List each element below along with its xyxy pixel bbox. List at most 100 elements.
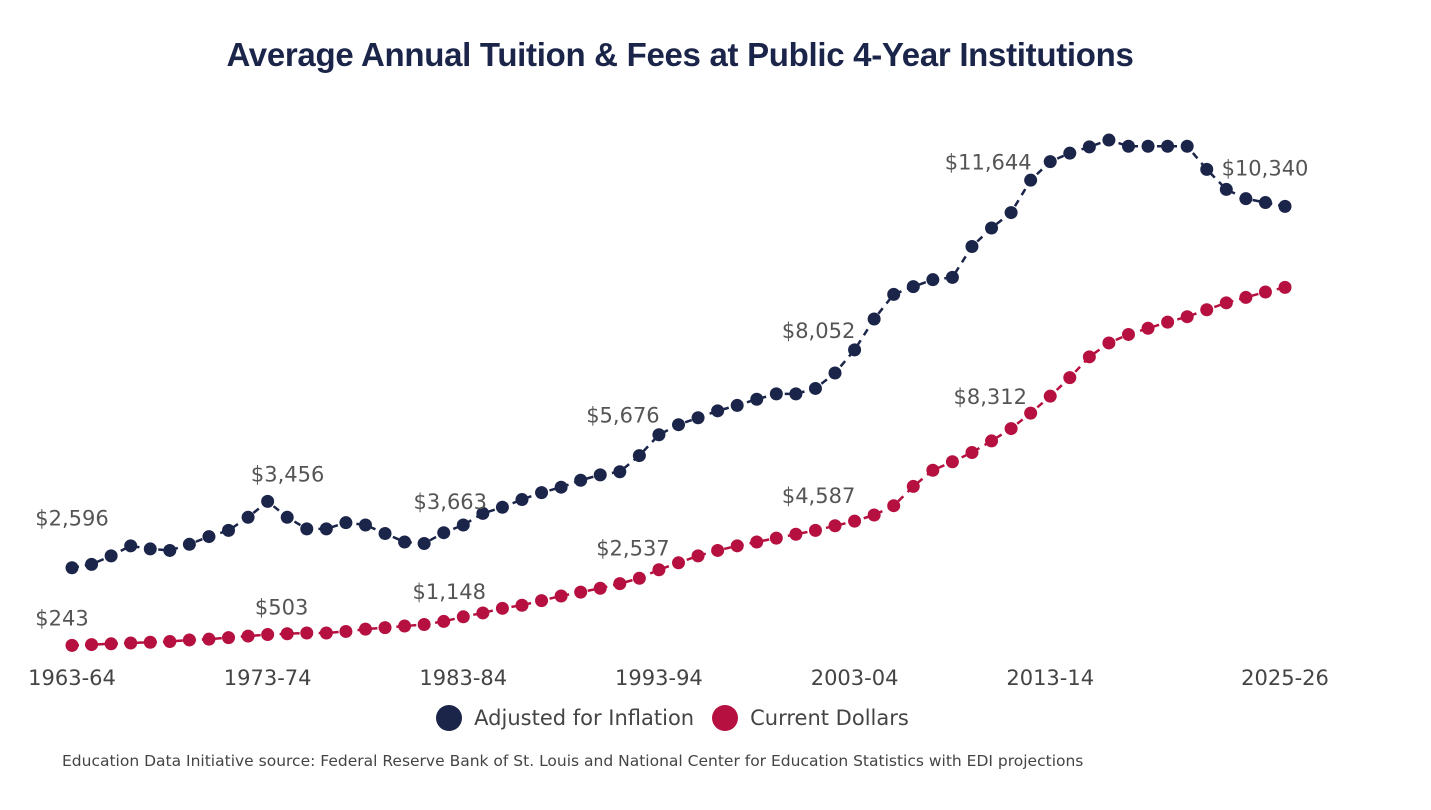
data-point xyxy=(1102,336,1116,350)
data-point xyxy=(1161,139,1175,153)
data-point xyxy=(965,240,979,254)
data-point xyxy=(1082,140,1096,154)
x-tick-label: 2003-04 xyxy=(811,666,899,690)
data-point xyxy=(1180,310,1194,324)
data-point xyxy=(1004,206,1018,220)
data-point xyxy=(124,539,138,553)
data-point xyxy=(280,510,294,524)
data-point xyxy=(104,549,118,563)
data-point xyxy=(985,434,999,448)
data-label: $4,587 xyxy=(782,484,855,508)
chart-legend: Adjusted for Inflation Current Dollars xyxy=(0,705,1345,731)
data-point xyxy=(515,598,529,612)
data-point xyxy=(515,493,529,507)
source-note: Education Data Initiative source: Federa… xyxy=(62,752,1084,770)
data-point xyxy=(358,518,372,532)
data-point xyxy=(1219,296,1233,310)
data-point xyxy=(280,627,294,641)
data-point xyxy=(672,418,685,432)
data-point xyxy=(574,473,588,487)
data-point xyxy=(85,557,99,571)
legend-swatch-current xyxy=(712,705,739,731)
data-point xyxy=(241,510,255,524)
data-point xyxy=(495,601,509,615)
data-point xyxy=(417,537,431,551)
legend-label-current: Current Dollars xyxy=(750,706,909,730)
data-point xyxy=(339,624,353,638)
data-label: $2,537 xyxy=(596,537,669,561)
data-point xyxy=(730,398,744,412)
data-point xyxy=(202,632,216,646)
data-point xyxy=(652,563,666,577)
data-label: $10,340 xyxy=(1222,156,1309,180)
data-point xyxy=(417,618,431,632)
data-point xyxy=(65,561,79,575)
data-point xyxy=(319,626,333,640)
data-point xyxy=(143,542,157,556)
legend-label-inflation: Adjusted for Inflation xyxy=(474,706,695,730)
data-point xyxy=(613,577,627,591)
data-point xyxy=(632,449,646,463)
data-point xyxy=(906,280,920,294)
data-point xyxy=(613,465,627,479)
data-point xyxy=(1121,139,1135,153)
data-point xyxy=(378,526,392,540)
data-point xyxy=(750,535,764,549)
data-point xyxy=(163,634,177,648)
data-point xyxy=(222,631,236,645)
data-point xyxy=(769,531,783,545)
data-point xyxy=(887,287,901,301)
data-point xyxy=(261,628,275,642)
data-point xyxy=(730,539,744,553)
data-point xyxy=(1141,321,1155,335)
data-point xyxy=(1200,303,1214,317)
data-point xyxy=(495,500,509,514)
data-point xyxy=(593,468,607,482)
data-point xyxy=(535,594,549,608)
data-point xyxy=(672,556,685,570)
data-point xyxy=(456,518,470,532)
data-point xyxy=(398,619,412,633)
data-point xyxy=(887,499,901,513)
data-point xyxy=(241,629,255,643)
data-point xyxy=(769,387,783,401)
data-point xyxy=(848,514,862,528)
data-label: $243 xyxy=(35,606,88,630)
data-point xyxy=(711,404,725,418)
series-line-0 xyxy=(71,138,1286,569)
data-point xyxy=(476,506,490,520)
data-point xyxy=(202,530,216,544)
data-point xyxy=(378,621,392,635)
x-tick-label: 1993-94 xyxy=(615,666,703,690)
data-point xyxy=(143,635,157,649)
data-point xyxy=(1121,327,1135,341)
data-point xyxy=(1082,350,1096,364)
legend-item-inflation: Adjusted for Inflation xyxy=(436,705,694,731)
data-point xyxy=(965,445,979,459)
data-label: $8,312 xyxy=(953,385,1026,409)
data-point xyxy=(574,585,588,599)
data-point xyxy=(1004,422,1018,436)
data-point xyxy=(828,366,842,380)
data-point xyxy=(1200,162,1214,176)
data-point xyxy=(1063,146,1077,160)
data-label: $8,052 xyxy=(782,319,855,343)
data-point xyxy=(652,428,666,442)
data-point xyxy=(300,626,314,640)
data-point xyxy=(1063,371,1077,385)
data-point xyxy=(222,523,236,537)
x-tick-label: 1983-84 xyxy=(419,666,507,690)
data-point xyxy=(1043,155,1057,169)
data-point xyxy=(906,479,920,493)
data-point xyxy=(711,543,725,557)
data-point xyxy=(85,638,99,652)
data-point xyxy=(867,312,881,326)
data-point xyxy=(1024,406,1038,420)
data-point xyxy=(261,494,275,508)
data-point xyxy=(398,535,412,549)
data-label: $2,596 xyxy=(35,507,108,531)
data-point xyxy=(789,527,803,541)
data-point xyxy=(1278,280,1292,294)
data-point xyxy=(808,523,822,537)
data-point xyxy=(593,581,607,595)
